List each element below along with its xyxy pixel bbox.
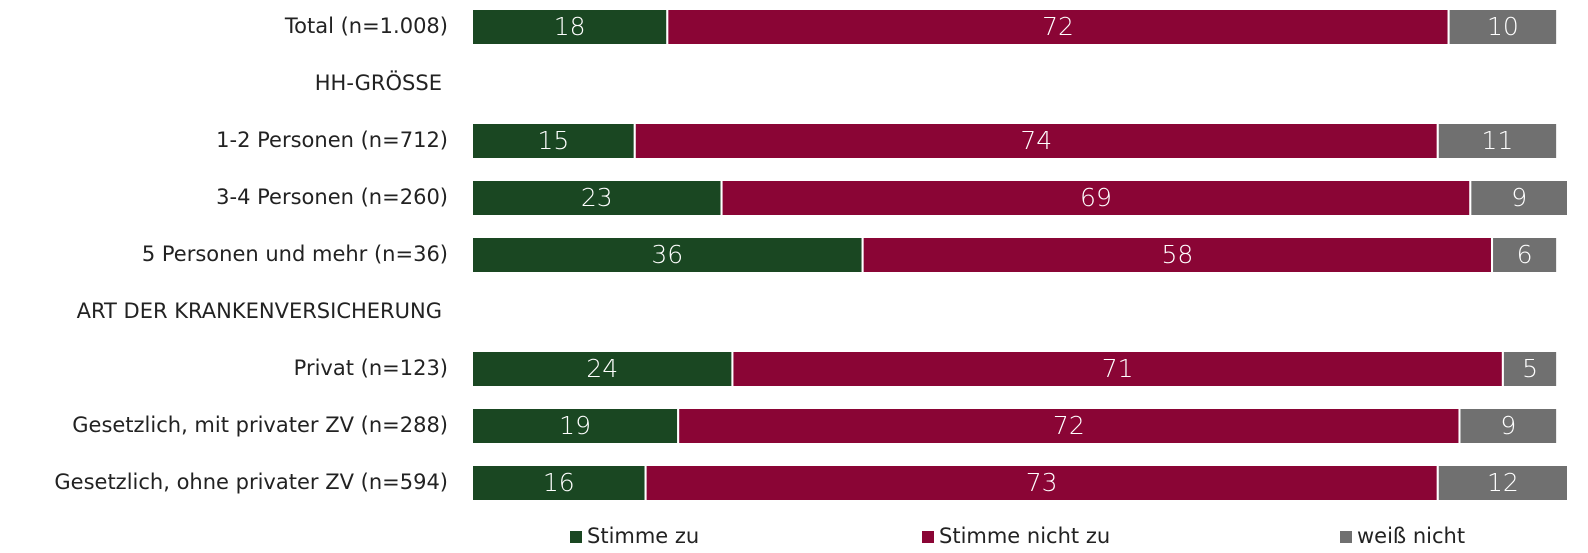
bar-segment: [1469, 179, 1570, 217]
bar-segment: [471, 236, 864, 274]
legend-label: weiß nicht: [1357, 524, 1465, 548]
bar-segment: [471, 8, 669, 46]
value-label: 12: [1487, 468, 1519, 497]
bar-segment: [720, 179, 1472, 217]
legend-swatch: [922, 531, 934, 543]
category-label: 1-2 Personen (n=712): [216, 128, 448, 152]
value-label: 36: [651, 240, 683, 269]
value-label: 6: [1517, 240, 1533, 269]
value-label: 10: [1487, 12, 1519, 41]
value-label: 11: [1482, 126, 1514, 155]
legend-swatch: [570, 531, 582, 543]
value-label: 16: [543, 468, 575, 497]
legend-label: Stimme zu: [587, 524, 699, 548]
bar-segment: [1436, 464, 1570, 502]
category-label: Total (n=1.008): [284, 14, 448, 38]
value-label: 18: [554, 12, 586, 41]
bar-segment: [666, 8, 1450, 46]
category-label: Privat (n=123): [294, 356, 448, 380]
bar-segment: [731, 350, 1504, 388]
value-label: 72: [1053, 411, 1085, 440]
bar-segment: [1447, 8, 1559, 46]
legend-label: Stimme nicht zu: [939, 524, 1110, 548]
value-label: 9: [1500, 411, 1516, 440]
value-label: 24: [586, 354, 618, 383]
bar-segment: [677, 407, 1461, 445]
bar-segment: [1491, 236, 1559, 274]
value-label: 5: [1522, 354, 1538, 383]
category-label: 3-4 Personen (n=260): [216, 185, 448, 209]
value-label: 73: [1026, 468, 1058, 497]
value-label: 71: [1102, 354, 1134, 383]
value-label: 72: [1042, 12, 1074, 41]
value-label: 74: [1020, 126, 1052, 155]
bar-segment: [471, 464, 647, 502]
value-label: 19: [559, 411, 591, 440]
category-label: Gesetzlich, ohne privater ZV (n=594): [54, 470, 448, 494]
bar-segment: [471, 350, 734, 388]
value-label: 23: [581, 183, 613, 212]
legend-swatch: [1340, 531, 1352, 543]
value-label: 58: [1161, 240, 1193, 269]
section-header: HH-GRÖSSE: [315, 70, 442, 95]
bar-segment: [471, 407, 680, 445]
value-label: 9: [1511, 183, 1527, 212]
value-label: 15: [537, 126, 569, 155]
bar-segment: [1458, 407, 1559, 445]
bar-segment: [1501, 350, 1559, 388]
value-label: 69: [1080, 183, 1112, 212]
section-header: ART DER KRANKENVERSICHERUNG: [77, 299, 442, 323]
bar-segment: [1436, 122, 1559, 160]
bar-segment: [633, 122, 1439, 160]
bar-segment: [471, 179, 723, 217]
category-label: Gesetzlich, mit privater ZV (n=288): [72, 413, 448, 437]
bar-segment: [644, 464, 1439, 502]
category-label: 5 Personen und mehr (n=36): [142, 242, 448, 266]
